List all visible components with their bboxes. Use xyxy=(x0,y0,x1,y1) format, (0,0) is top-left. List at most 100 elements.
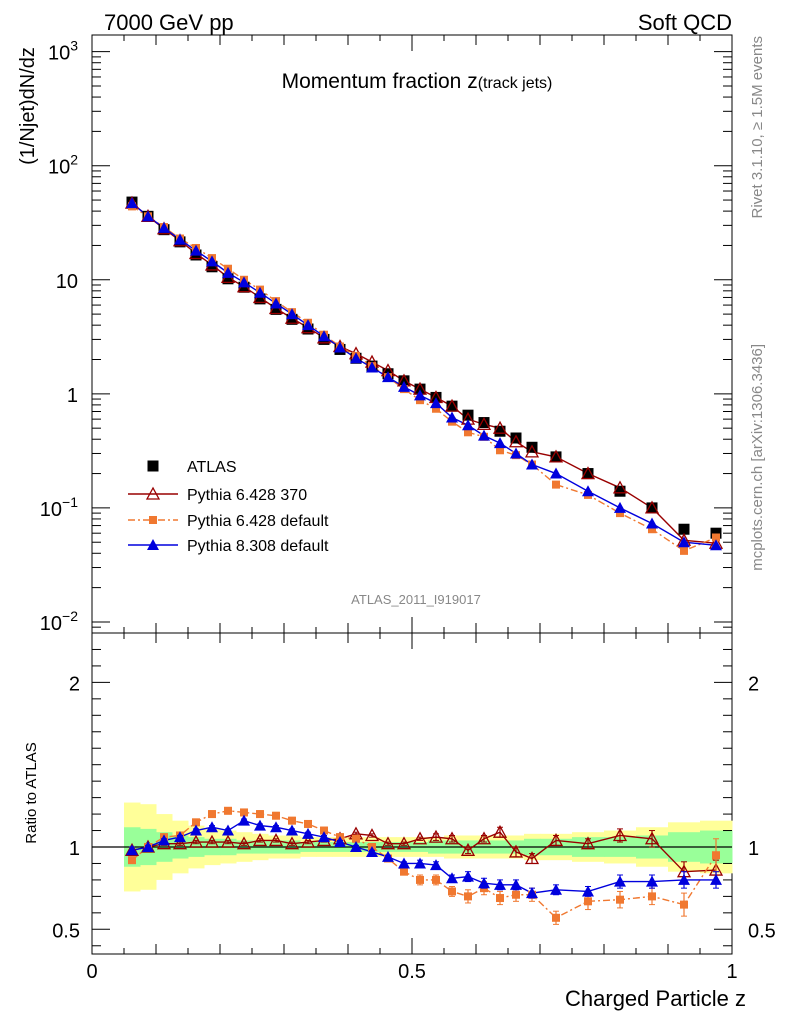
legend-marker-0 xyxy=(147,460,159,472)
ratio-xtick-label: 0 xyxy=(86,961,97,983)
main-point-0 xyxy=(550,451,562,463)
ratio-point-2 xyxy=(270,821,282,833)
ratio-point-0 xyxy=(380,836,396,850)
ratio-point-0 xyxy=(396,836,412,850)
main-point-0 xyxy=(446,400,458,412)
main-point-0 xyxy=(206,261,218,273)
ratio-point-2 xyxy=(462,870,474,882)
ratio-point-1 xyxy=(680,900,688,909)
ratio-point-1 xyxy=(648,892,656,901)
ratio-point-0 xyxy=(612,828,628,842)
ratio-point-1 xyxy=(432,875,440,884)
ratio-point-1 xyxy=(448,887,456,896)
ratio-point-0 xyxy=(492,824,508,838)
ratio-point-2 xyxy=(206,821,218,833)
ratio-point-0 xyxy=(252,833,268,847)
main-point-1 xyxy=(548,449,564,463)
main-point-2 xyxy=(616,509,624,518)
ratio-point-1 xyxy=(512,890,520,899)
main-ytick-base: 1 xyxy=(67,385,78,407)
ratio-point-2 xyxy=(126,844,138,856)
ratio-point-2 xyxy=(526,887,538,899)
legend-marker-2 xyxy=(149,516,157,524)
ratio-point-1 xyxy=(288,816,296,825)
main-point-3 xyxy=(302,319,314,331)
main-point-3 xyxy=(366,361,378,373)
main-point-3 xyxy=(206,255,218,267)
ratio-point-0 xyxy=(460,842,476,856)
ratio-axis-ticks: 0.5 0.5 1 1 2 2 0 0.5 1 xyxy=(52,633,776,983)
main-ytick-label: 103 xyxy=(48,38,78,65)
ratio-point-1 xyxy=(584,897,592,906)
ratio-ylabel: Ratio to ATLAS xyxy=(23,742,40,843)
ratio-point-2 xyxy=(334,836,346,848)
main-point-3 xyxy=(710,539,722,551)
main-point-0 xyxy=(710,527,722,539)
ratio-point-2 xyxy=(646,875,658,887)
main-point-3 xyxy=(222,266,234,278)
main-point-0 xyxy=(510,432,522,444)
main-ytick-base: 10 xyxy=(48,43,70,65)
main-point-0 xyxy=(254,293,266,305)
main-point-2 xyxy=(464,428,472,437)
ratio-point-1 xyxy=(712,851,720,860)
ratio-point-2 xyxy=(678,873,690,885)
main-point-0 xyxy=(582,468,594,480)
ratio-point-0 xyxy=(508,844,524,858)
main-series-marks xyxy=(124,195,724,555)
ratio-series-marks xyxy=(124,806,724,925)
ratio-point-1 xyxy=(208,810,216,819)
main-point-0 xyxy=(270,303,282,315)
main-ytick-exp: 2 xyxy=(70,152,78,168)
ratio-point-0 xyxy=(236,836,252,850)
main-point-3 xyxy=(494,437,506,449)
main-ytick-exp: −1 xyxy=(62,494,78,510)
ratio-point-2 xyxy=(582,885,594,897)
ratio-point-0 xyxy=(268,833,284,847)
ratio-point-0 xyxy=(580,836,596,850)
ratio-point-0 xyxy=(412,831,428,845)
ratio-point-1 xyxy=(240,808,248,817)
main-point-0 xyxy=(526,441,538,453)
main-point-3 xyxy=(446,411,458,423)
ratio-point-2 xyxy=(550,883,562,895)
ratio-point-2 xyxy=(382,850,394,862)
ratio-point-0 xyxy=(524,851,540,865)
main-point-3 xyxy=(126,197,138,209)
main-point-1 xyxy=(508,434,524,448)
main-point-2 xyxy=(712,533,720,542)
legend-label-3: Pythia 8.308 default xyxy=(187,538,329,555)
ratio-point-2 xyxy=(366,845,378,857)
main-point-3 xyxy=(174,233,186,245)
main-frame xyxy=(91,34,733,634)
ratio-point-1 xyxy=(192,818,200,827)
ratio-panel: 0.5 0.5 1 1 2 2 0 0.5 1 Ratio to ATLAS Charged P… xyxy=(23,632,776,1011)
ratio-xtick-label: 1 xyxy=(726,961,737,983)
main-ytick-base: 10 xyxy=(56,271,78,293)
ratio-ytick-label: 1 xyxy=(69,838,80,860)
ratio-xlabel: Charged Particle z xyxy=(565,986,746,1011)
ratio-point-2 xyxy=(190,824,202,836)
main-point-3 xyxy=(382,371,394,383)
main-point-3 xyxy=(142,210,154,222)
main-ytick-label: 1 xyxy=(67,385,78,407)
ratio-point-1 xyxy=(304,819,312,828)
ratio-point-0 xyxy=(188,834,204,848)
plot-title-z: z xyxy=(467,70,478,93)
main-point-3 xyxy=(318,330,330,342)
ratio-point-2 xyxy=(614,875,626,887)
legend: ATLAS Pythia 6.428 370 Pythia 6.428 defaul… xyxy=(128,459,329,555)
ratio-point-1 xyxy=(552,913,560,922)
ratio-point-0 xyxy=(548,833,564,847)
plot-title-main: Momentum fraction xyxy=(282,70,468,93)
main-point-1 xyxy=(492,420,508,434)
ratio-point-1 xyxy=(256,810,264,819)
main-ytick-exp: −2 xyxy=(62,608,78,624)
main-point-3 xyxy=(614,501,626,513)
main-point-0 xyxy=(462,409,474,421)
ratio-point-1 xyxy=(128,856,136,865)
ratio-point-1 xyxy=(272,811,280,820)
ratio-point-1 xyxy=(496,894,504,903)
